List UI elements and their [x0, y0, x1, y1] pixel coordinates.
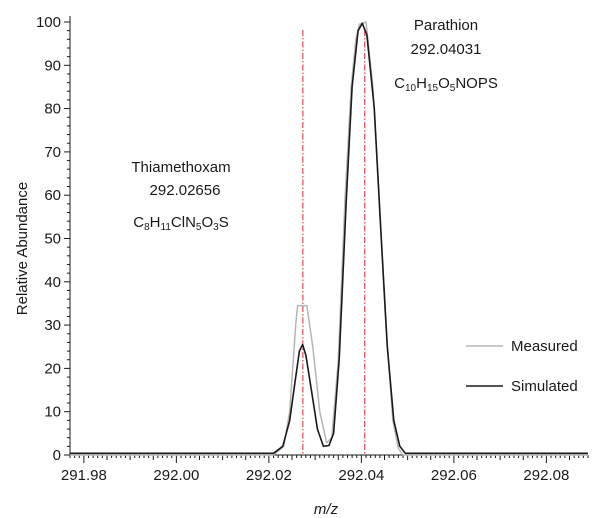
y-tick-label: 70: [44, 144, 61, 161]
series-group: [70, 21, 588, 456]
annotation-thiamethoxam-name: Thiamethoxam: [131, 159, 230, 176]
y-tick-label: 40: [44, 274, 61, 291]
y-tick-label: 10: [44, 404, 61, 421]
formula-text: O: [201, 214, 213, 231]
x-tick-label: 291.98: [61, 467, 107, 484]
y-tick-label: 100: [36, 14, 61, 31]
y-axis-title: Relative Abundance: [14, 182, 31, 315]
legend: Measured Simulated: [466, 338, 578, 395]
x-axis-title: m/z: [314, 501, 339, 518]
y-tick-label: 90: [44, 57, 61, 74]
annotation-thiamethoxam-formula: C8H11ClN5O3S: [133, 214, 228, 233]
y-tick-label: 0: [53, 447, 61, 464]
annotation-thiamethoxam-mass: 292.02656: [150, 182, 221, 199]
x-tick-label: 292.00: [153, 467, 199, 484]
formula-text: C: [133, 214, 144, 231]
formula-text: C: [394, 75, 405, 92]
formula-text: S: [219, 214, 229, 231]
y-tick-label: 20: [44, 360, 61, 377]
formula-subscript: 11: [161, 222, 172, 233]
formula-text: NOPS: [455, 75, 498, 92]
formula-subscript: 8: [144, 222, 150, 233]
formula-subscript: 15: [427, 83, 439, 94]
formula-subscript: 10: [405, 83, 417, 94]
annotation-parathion-formula: C10H15O5NOPS: [394, 75, 498, 94]
y-tick-label: 80: [44, 101, 61, 118]
x-tick-label: 292.04: [338, 467, 384, 484]
annotation-parathion-name: Parathion: [414, 17, 478, 34]
annotations-group: Thiamethoxam292.02656C8H11ClN5O3SParathi…: [131, 17, 497, 233]
x-tick-label: 292.02: [246, 467, 292, 484]
formula-text: H: [416, 75, 427, 92]
x-tick-label: 292.08: [523, 467, 569, 484]
formula-text: O: [438, 75, 450, 92]
legend-label-simulated: Simulated: [511, 378, 578, 395]
formula-text: H: [150, 214, 161, 231]
formula-subscript: 5: [196, 222, 202, 233]
axes-group: 0 10 20 30 40 50 60 70 80 90 100 291.98 292.00 292.02…: [14, 14, 589, 518]
reference-lines-group: [302, 30, 366, 455]
x-tick-label: 292.06: [431, 467, 477, 484]
formula-text: ClN: [171, 214, 196, 231]
formula-subscript: 3: [213, 222, 219, 233]
legend-label-measured: Measured: [511, 338, 578, 355]
y-tick-label: 30: [44, 317, 61, 334]
y-tick-label: 60: [44, 187, 61, 204]
formula-subscript: 5: [450, 83, 456, 94]
y-tick-label: 50: [44, 231, 61, 248]
series-line-simulated: [70, 22, 588, 455]
annotation-parathion-mass: 292.04031: [411, 41, 482, 58]
